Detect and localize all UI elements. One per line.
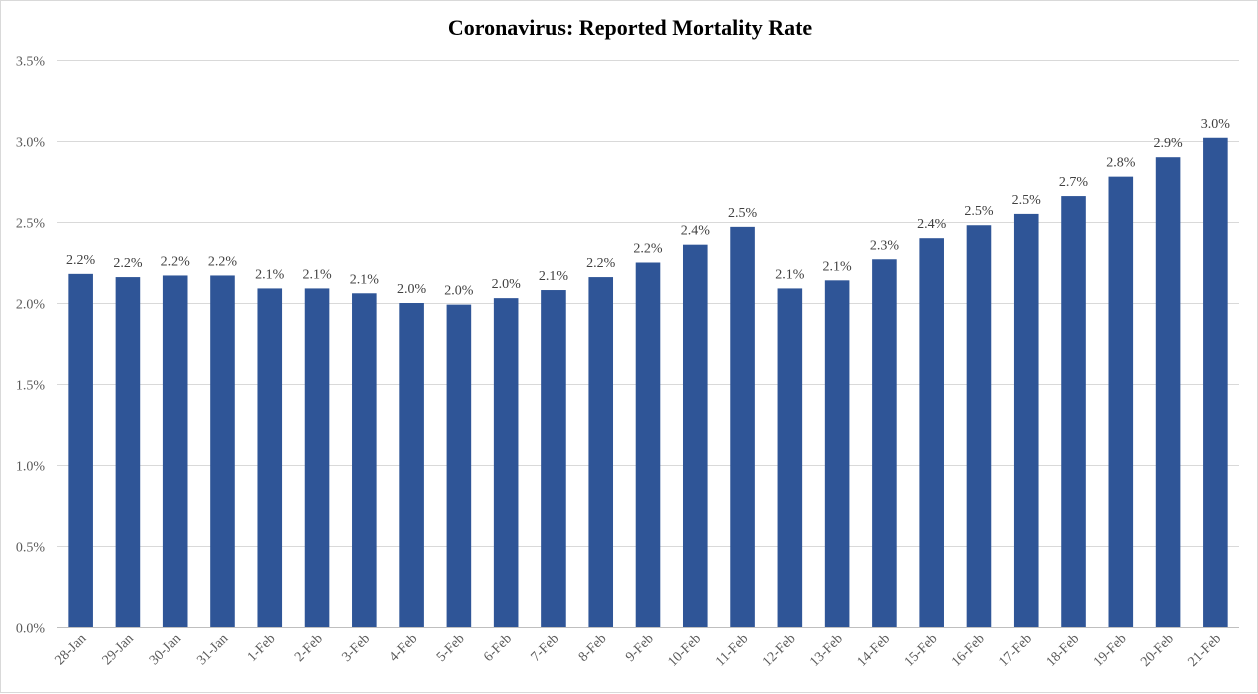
y-tick-label: 1.0% bbox=[16, 460, 46, 475]
data-label-17-Feb: 2.5% bbox=[1012, 193, 1042, 208]
bar-31-Jan bbox=[210, 275, 235, 627]
data-label-16-Feb: 2.5% bbox=[964, 204, 994, 219]
x-tick-label-18-Feb: 18-Feb bbox=[1044, 631, 1083, 670]
bar-9-Feb bbox=[635, 262, 661, 627]
data-label-7-Feb: 2.1% bbox=[539, 269, 569, 284]
bar-21-Feb bbox=[1203, 137, 1228, 627]
x-tick-label-13-Feb: 13-Feb bbox=[807, 631, 846, 670]
x-tick-label-30-Jan: 30-Jan bbox=[147, 631, 184, 668]
x-tick-label-9-Feb: 9-Feb bbox=[623, 631, 657, 665]
data-label-9-Feb: 2.2% bbox=[633, 242, 663, 257]
x-tick-label-6-Feb: 6-Feb bbox=[481, 631, 515, 665]
data-label-1-Feb: 2.1% bbox=[255, 267, 285, 282]
y-tick-label: 3.0% bbox=[16, 136, 46, 151]
data-label-6-Feb: 2.0% bbox=[492, 277, 522, 292]
x-tick-label-15-Feb: 15-Feb bbox=[902, 631, 941, 670]
bar-4-Feb bbox=[399, 303, 424, 627]
data-label-5-Feb: 2.0% bbox=[444, 284, 474, 299]
data-label-15-Feb: 2.4% bbox=[917, 217, 947, 232]
data-label-4-Feb: 2.0% bbox=[397, 282, 427, 297]
data-label-14-Feb: 2.3% bbox=[870, 238, 900, 253]
data-label-20-Feb: 2.9% bbox=[1153, 136, 1183, 151]
data-label-31-Jan: 2.2% bbox=[208, 254, 238, 269]
bar-12-Feb bbox=[777, 288, 803, 627]
x-tick-label-21-Feb: 21-Feb bbox=[1186, 631, 1225, 670]
x-tick-label-28-Jan: 28-Jan bbox=[52, 631, 89, 668]
data-label-21-Feb: 3.0% bbox=[1201, 117, 1231, 132]
data-label-12-Feb: 2.1% bbox=[775, 267, 805, 282]
x-tick-label-3-Feb: 3-Feb bbox=[339, 631, 373, 665]
bar-17-Feb bbox=[1013, 213, 1039, 627]
x-tick-label-29-Jan: 29-Jan bbox=[100, 631, 137, 668]
bar-13-Feb bbox=[824, 280, 850, 627]
x-tick-label-17-Feb: 17-Feb bbox=[996, 631, 1035, 670]
x-tick-label-2-Feb: 2-Feb bbox=[292, 631, 326, 665]
bar-28-Jan bbox=[68, 273, 93, 627]
bar-1-Feb bbox=[257, 288, 283, 627]
x-tick-label-20-Feb: 20-Feb bbox=[1138, 631, 1177, 670]
bar-30-Jan bbox=[162, 275, 188, 627]
x-tick-label-1-Feb: 1-Feb bbox=[245, 631, 279, 665]
chart-title: Coronavirus: Reported Mortality Rate bbox=[448, 15, 813, 40]
data-labels: 2.2% 2.2% 2.2% 2.2% 2.1% 2.1% 2.1% 2.0% 2.0% 2.0%… bbox=[66, 117, 1230, 299]
bar-29-Jan bbox=[115, 277, 141, 627]
y-tick-label: 2.0% bbox=[16, 298, 46, 313]
bar-19-Feb bbox=[1108, 176, 1134, 627]
data-label-2-Feb: 2.1% bbox=[302, 267, 332, 282]
data-label-8-Feb: 2.2% bbox=[586, 256, 616, 271]
x-tick-label-19-Feb: 19-Feb bbox=[1091, 631, 1130, 670]
x-tick-label-16-Feb: 16-Feb bbox=[949, 631, 988, 670]
data-label-19-Feb: 2.8% bbox=[1106, 156, 1136, 171]
bars bbox=[68, 137, 1228, 628]
x-tick-label-12-Feb: 12-Feb bbox=[760, 631, 799, 670]
x-axis-tick-labels: 28-Jan 29-Jan 30-Jan 31-Jan 1-Feb 2-Feb 3-Feb 4… bbox=[52, 631, 1224, 670]
bar-10-Feb bbox=[682, 244, 708, 627]
x-tick-label-4-Feb: 4-Feb bbox=[387, 631, 421, 665]
x-tick-label-31-Jan: 31-Jan bbox=[194, 631, 231, 668]
y-tick-label: 0.5% bbox=[16, 541, 46, 556]
bar-16-Feb bbox=[966, 225, 992, 628]
x-tick-label-11-Feb: 11-Feb bbox=[713, 631, 751, 669]
bar-3-Feb bbox=[352, 293, 377, 627]
data-label-3-Feb: 2.1% bbox=[350, 272, 380, 287]
data-label-18-Feb: 2.7% bbox=[1059, 175, 1089, 190]
y-tick-label: 0.0% bbox=[16, 622, 46, 637]
data-label-28-Jan: 2.2% bbox=[66, 253, 96, 268]
x-tick-label-10-Feb: 10-Feb bbox=[665, 631, 704, 670]
y-tick-label: 3.5% bbox=[16, 55, 46, 70]
y-tick-label: 1.5% bbox=[16, 379, 46, 394]
bar-14-Feb bbox=[872, 259, 897, 627]
bar-15-Feb bbox=[919, 238, 944, 627]
bar-8-Feb bbox=[588, 277, 614, 627]
data-label-13-Feb: 2.1% bbox=[823, 259, 853, 274]
y-axis-tick-labels: 0.0% 0.5% 1.0% 1.5% 2.0% 2.5% 3.0% 3.5% bbox=[16, 55, 46, 637]
data-label-30-Jan: 2.2% bbox=[161, 254, 191, 269]
x-tick-label-5-Feb: 5-Feb bbox=[434, 631, 468, 665]
data-label-10-Feb: 2.4% bbox=[681, 224, 711, 239]
x-tick-label-7-Feb: 7-Feb bbox=[529, 631, 563, 665]
bar-5-Feb bbox=[446, 304, 472, 627]
data-label-29-Jan: 2.2% bbox=[113, 256, 143, 271]
bar-7-Feb bbox=[541, 290, 566, 627]
x-tick-label-8-Feb: 8-Feb bbox=[576, 631, 610, 665]
y-tick-label: 2.5% bbox=[16, 217, 46, 232]
data-label-11-Feb: 2.5% bbox=[728, 206, 758, 221]
bar-11-Feb bbox=[730, 226, 755, 628]
bar-6-Feb bbox=[493, 298, 519, 627]
bar-18-Feb bbox=[1061, 196, 1086, 627]
bar-20-Feb bbox=[1155, 157, 1181, 627]
x-tick-label-14-Feb: 14-Feb bbox=[855, 631, 894, 670]
bar-2-Feb bbox=[304, 288, 330, 627]
